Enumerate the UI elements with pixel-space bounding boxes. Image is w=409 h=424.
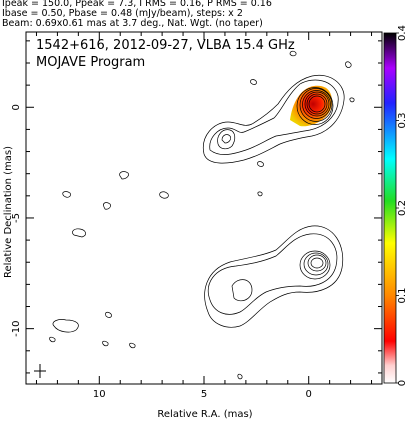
north-jet-contour-3 (217, 129, 236, 150)
colorbar-tick-label: 0 (397, 380, 408, 386)
colorbar (383, 32, 397, 384)
plot-frame (25, 31, 383, 385)
noise-contour-9 (257, 161, 264, 167)
x-tick-label: 10 (93, 389, 106, 400)
noise-contour-1 (72, 228, 86, 238)
header-line-1: Ipeak = 150.0, Ppeak = 7.3, I RMS = 0.16… (2, 0, 272, 9)
colorbar-tick-label: 0.4 (397, 25, 408, 41)
y-tick-label: -5 (11, 213, 22, 223)
noise-contour-2 (52, 319, 79, 333)
contours (49, 50, 355, 380)
colorbar-tick-label: 0.2 (397, 200, 408, 216)
noise-contour-7 (250, 79, 257, 85)
header-line-2: Ibase = 0.50, Pbase = 0.48 (mJy/beam), s… (2, 8, 243, 19)
plot-title-line-1: 1542+616, 2012-09-27, VLBA 15.4 GHz (36, 38, 295, 53)
core-contour-2 (306, 93, 328, 115)
core-color-fill (290, 85, 332, 127)
noise-contour-12 (49, 336, 56, 343)
noise-contour-8 (289, 50, 297, 57)
x-axis-label: Relative R.A. (mas) (157, 409, 252, 420)
north-jet-contour-2 (202, 74, 345, 164)
y-tick-label: -10 (11, 320, 22, 336)
colorbar-tick-label: 0.1 (397, 288, 408, 304)
noise-contour-10 (345, 61, 352, 68)
y-axis-label: Relative Declination (mas) (3, 146, 14, 278)
noise-contour-4 (103, 202, 111, 210)
south-contour-1 (310, 257, 324, 269)
south-contour-3 (303, 252, 329, 276)
plot-title-line-2: MOJAVE Program (36, 55, 145, 70)
core-contour-3 (304, 91, 330, 117)
noise-contour-13 (102, 340, 109, 347)
beam-marker (34, 364, 46, 378)
colorbar-tick-label: 0.3 (397, 113, 408, 129)
noise-contour-17 (257, 191, 263, 197)
south-jet-contour-2 (204, 225, 344, 328)
noise-contour-5 (62, 191, 71, 198)
core-contour-5 (299, 88, 333, 122)
noise-contour-3 (119, 171, 129, 180)
core-contour-4 (302, 90, 331, 119)
north-jet-contour-1 (209, 79, 339, 155)
colorbar-ticks: 0 0.1 0.2 0.3 0.4 (396, 25, 408, 386)
noise-contour-15 (349, 97, 355, 103)
y-tick-label: 0 (11, 104, 22, 110)
tick-labels: 10 5 0 0 -5 -10 (11, 104, 312, 400)
axis-ticks (26, 32, 382, 384)
north-jet-contour-4 (221, 134, 231, 144)
noise-contour-11 (105, 311, 112, 318)
south-contour-2 (307, 254, 327, 272)
noise-contour-6 (159, 191, 169, 199)
south-contour-4 (299, 250, 331, 280)
south-jet-contour-1 (208, 233, 338, 315)
core-contour-1 (308, 95, 326, 113)
noise-contour-16 (237, 373, 243, 380)
x-tick-label: 0 (306, 389, 312, 400)
x-tick-label: 5 (201, 389, 207, 400)
south-jet-contour-3 (231, 279, 253, 302)
noise-contour-14 (129, 342, 136, 349)
header-line-3: Beam: 0.69x0.61 mas at 3.7 deg., Nat. Wg… (2, 18, 263, 29)
core-contour-6 (296, 87, 334, 125)
